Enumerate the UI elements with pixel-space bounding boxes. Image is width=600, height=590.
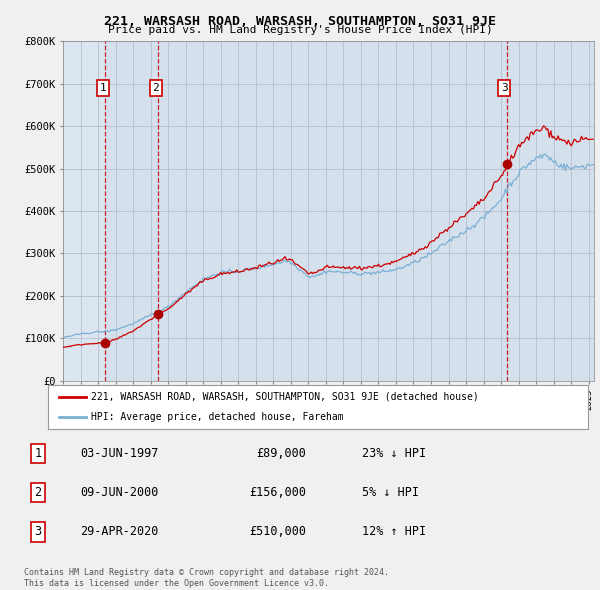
Text: 2: 2 xyxy=(35,486,41,499)
Text: Contains HM Land Registry data © Crown copyright and database right 2024.
This d: Contains HM Land Registry data © Crown c… xyxy=(24,568,389,588)
Text: 1: 1 xyxy=(100,83,106,93)
Text: 29-APR-2020: 29-APR-2020 xyxy=(80,526,159,539)
Bar xyxy=(158,41,507,381)
Text: 2: 2 xyxy=(152,83,159,93)
Text: 221, WARSASH ROAD, WARSASH, SOUTHAMPTON, SO31 9JE (detached house): 221, WARSASH ROAD, WARSASH, SOUTHAMPTON,… xyxy=(91,392,479,402)
Text: £156,000: £156,000 xyxy=(249,486,306,499)
Text: 03-JUN-1997: 03-JUN-1997 xyxy=(80,447,159,460)
Text: 09-JUN-2000: 09-JUN-2000 xyxy=(80,486,159,499)
Text: 5% ↓ HPI: 5% ↓ HPI xyxy=(362,486,419,499)
Bar xyxy=(507,41,594,381)
Text: 221, WARSASH ROAD, WARSASH, SOUTHAMPTON, SO31 9JE: 221, WARSASH ROAD, WARSASH, SOUTHAMPTON,… xyxy=(104,15,496,28)
Text: HPI: Average price, detached house, Fareham: HPI: Average price, detached house, Fare… xyxy=(91,412,344,422)
Bar xyxy=(106,41,158,381)
Text: £510,000: £510,000 xyxy=(249,526,306,539)
Text: £89,000: £89,000 xyxy=(256,447,306,460)
Text: 3: 3 xyxy=(35,526,41,539)
Text: 1: 1 xyxy=(35,447,41,460)
Text: 3: 3 xyxy=(501,83,508,93)
Text: Price paid vs. HM Land Registry's House Price Index (HPI): Price paid vs. HM Land Registry's House … xyxy=(107,25,493,35)
Text: 23% ↓ HPI: 23% ↓ HPI xyxy=(362,447,427,460)
Text: 12% ↑ HPI: 12% ↑ HPI xyxy=(362,526,427,539)
